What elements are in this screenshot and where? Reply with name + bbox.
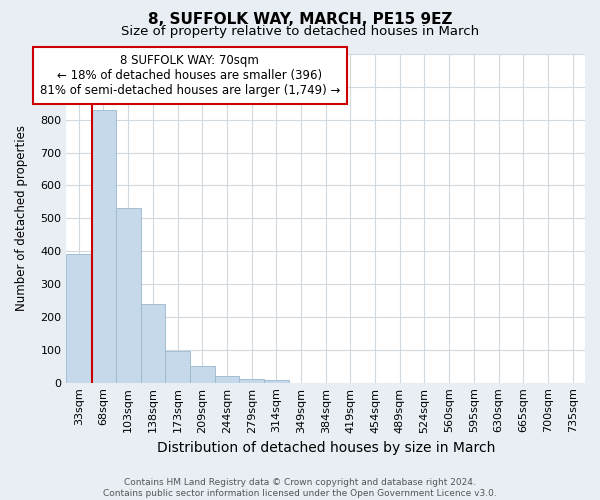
Bar <box>67 254 91 382</box>
Bar <box>140 304 165 382</box>
Text: Contains HM Land Registry data © Crown copyright and database right 2024.
Contai: Contains HM Land Registry data © Crown c… <box>103 478 497 498</box>
Bar <box>165 352 190 382</box>
Text: Size of property relative to detached houses in March: Size of property relative to detached ho… <box>121 25 479 38</box>
Bar <box>239 380 264 382</box>
Text: 8, SUFFOLK WAY, MARCH, PE15 9EZ: 8, SUFFOLK WAY, MARCH, PE15 9EZ <box>148 12 452 28</box>
Bar <box>264 380 289 382</box>
Bar <box>116 208 140 382</box>
Text: 8 SUFFOLK WAY: 70sqm
← 18% of detached houses are smaller (396)
81% of semi-deta: 8 SUFFOLK WAY: 70sqm ← 18% of detached h… <box>40 54 340 97</box>
X-axis label: Distribution of detached houses by size in March: Distribution of detached houses by size … <box>157 441 495 455</box>
Bar <box>190 366 215 382</box>
Bar <box>91 110 116 382</box>
Y-axis label: Number of detached properties: Number of detached properties <box>15 126 28 312</box>
Bar <box>215 376 239 382</box>
